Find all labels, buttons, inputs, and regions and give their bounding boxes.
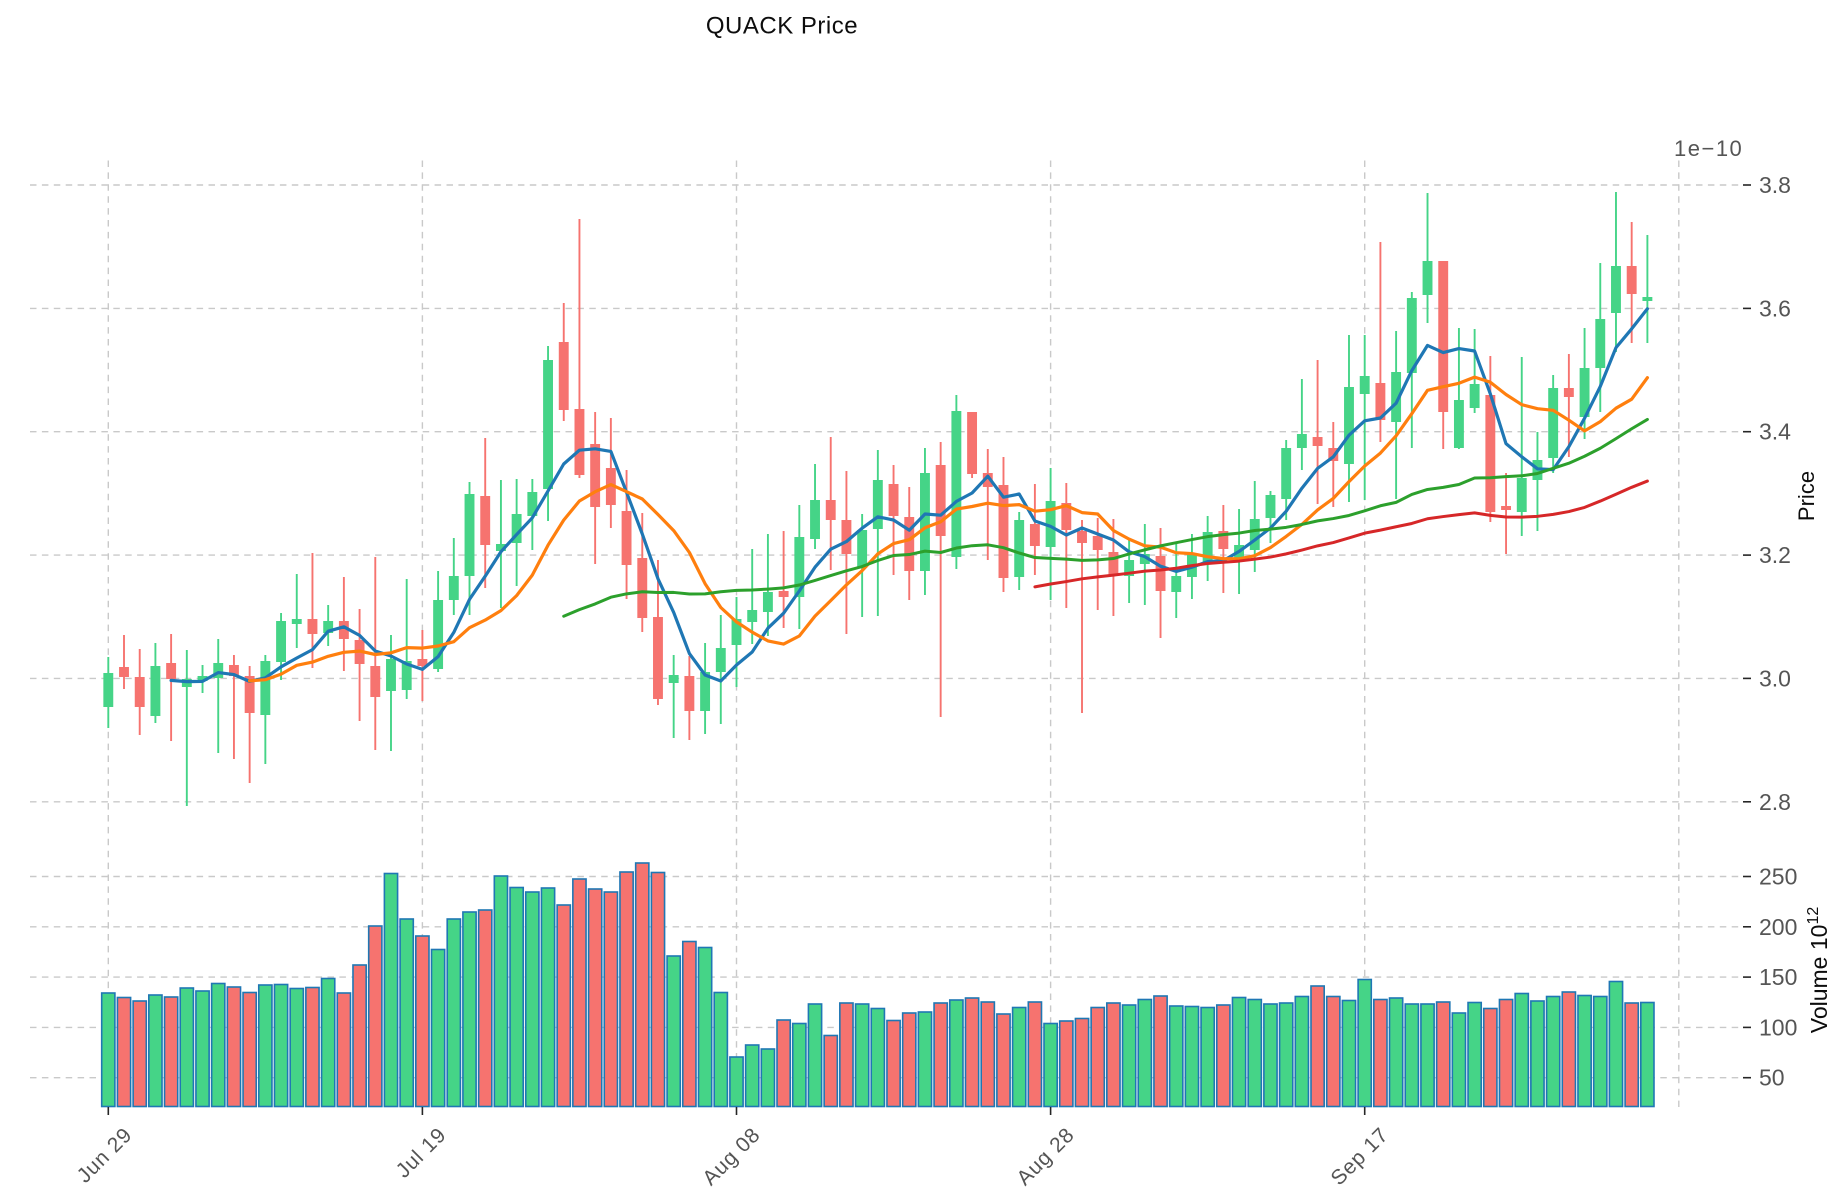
svg-text:1e−10: 1e−10 [1674, 136, 1743, 161]
svg-text:QUACK Price: QUACK Price [706, 13, 858, 40]
svg-text:3.8: 3.8 [1759, 172, 1791, 198]
svg-text:150: 150 [1759, 964, 1797, 990]
svg-text:3.2: 3.2 [1759, 542, 1791, 568]
svg-text:2.8: 2.8 [1759, 789, 1791, 815]
svg-text:50: 50 [1759, 1065, 1785, 1091]
svg-text:100: 100 [1759, 1014, 1797, 1040]
svg-text:3.4: 3.4 [1759, 419, 1791, 445]
svg-text:3.0: 3.0 [1759, 665, 1791, 691]
svg-text:Price: Price [1794, 471, 1819, 521]
svg-text:250: 250 [1759, 864, 1797, 890]
svg-text:Volume 1012: Volume 1012 [1805, 907, 1832, 1034]
svg-text:3.6: 3.6 [1759, 295, 1791, 321]
svg-text:200: 200 [1759, 914, 1797, 940]
